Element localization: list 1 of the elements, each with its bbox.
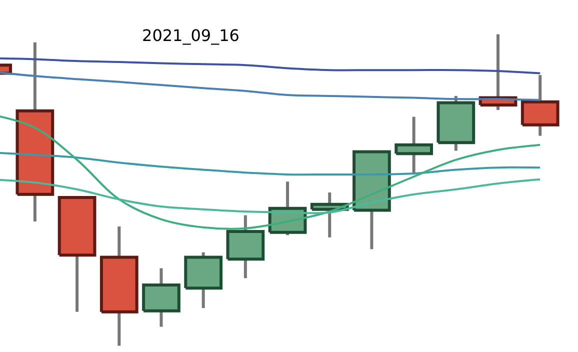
- chart-title: 2021_09_16: [142, 26, 240, 45]
